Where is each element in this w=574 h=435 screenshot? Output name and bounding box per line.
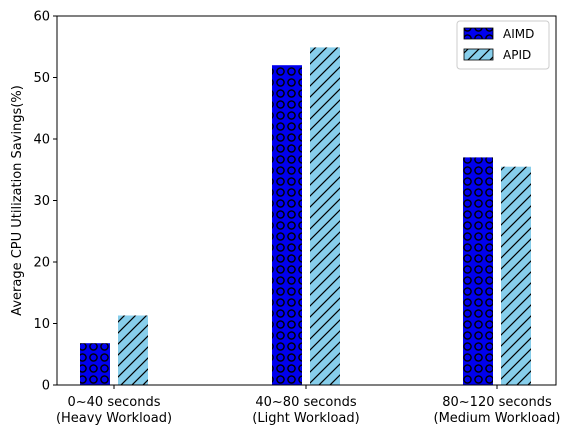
bar-apid-1 — [310, 47, 340, 386]
bar-aimd-0 — [80, 343, 110, 385]
y-tick-label: 60 — [33, 10, 50, 25]
y-tick-label: 50 — [33, 71, 50, 86]
bar-apid-0 — [118, 315, 148, 385]
bar-aimd-2 — [463, 157, 493, 385]
y-axis-label: Average CPU Utilization Savings(%) — [10, 85, 25, 316]
bar-apid-2 — [501, 166, 531, 385]
legend-swatch-aimd — [463, 27, 494, 40]
legend-label-aimd: AIMD — [503, 27, 534, 41]
legend: AIMD APID — [456, 20, 550, 70]
x-tick-label: 40~80 seconds (Light Workload) — [252, 395, 359, 426]
y-tick-label: 0 — [42, 379, 50, 394]
y-tick-label: 20 — [33, 256, 50, 271]
x-tick-label: 0~40 seconds (Heavy Workload) — [56, 395, 172, 426]
y-tick-label: 40 — [33, 133, 50, 148]
legend-label-apid: APID — [503, 48, 531, 62]
y-tick-label: 10 — [33, 317, 50, 332]
plot-area — [80, 47, 531, 386]
bar-aimd-1 — [272, 65, 302, 385]
legend-swatch-apid — [463, 48, 494, 61]
y-tick-label: 30 — [33, 194, 50, 209]
axes: 0 10 20 30 40 50 60 0~40 seconds (Heavy Workload… — [33, 10, 560, 427]
x-tick-label: 80~120 seconds (Medium Workload) — [434, 395, 561, 426]
